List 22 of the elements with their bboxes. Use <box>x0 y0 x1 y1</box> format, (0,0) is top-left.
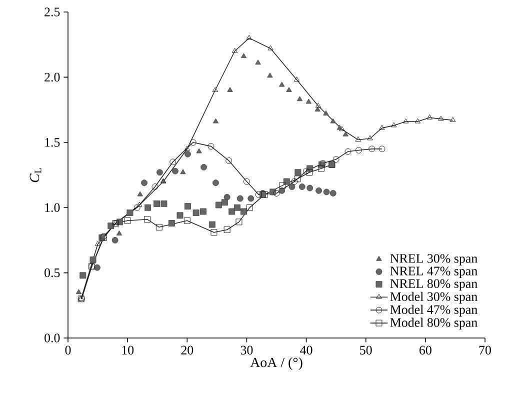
x-tick-label: 30 <box>240 346 253 355</box>
y-tick-label: 0.5 <box>44 268 60 278</box>
y-tick-label: 1.5 <box>45 138 60 147</box>
x-tick-label: 50 <box>360 346 372 355</box>
x-tick-label: 0 <box>65 346 71 355</box>
x-tick-label: 20 <box>181 346 194 355</box>
legend-label: NREL 30% span <box>390 254 478 266</box>
legend-label: Model 80% span <box>390 318 478 330</box>
x-tick-label: 60 <box>420 346 432 355</box>
x-tick-label: 10 <box>122 346 134 355</box>
legend-label: Model 30% span <box>390 292 478 304</box>
y-tick-label: 0.0 <box>44 334 60 342</box>
y-tick-label: 1.0 <box>45 203 60 212</box>
y-axis-title: C$_{L}$ <box>30 168 42 182</box>
legend-label: Model 47% span <box>390 304 478 317</box>
legend-label: NREL 47% span <box>390 266 478 278</box>
x-axis-title: AoA / (°) <box>250 357 302 370</box>
y-tick-label: 2.5 <box>44 8 60 16</box>
x-tick-label: 70 <box>479 346 491 355</box>
x-tick-label: 40 <box>300 346 312 355</box>
y-tick-label: 2.0 <box>44 72 60 82</box>
legend-label: NREL 80% span <box>390 279 478 291</box>
